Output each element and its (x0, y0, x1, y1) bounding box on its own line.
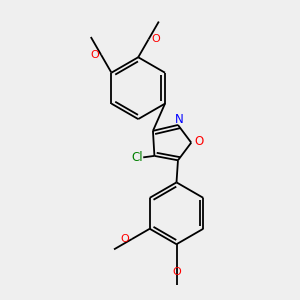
Text: O: O (121, 234, 130, 244)
Text: O: O (90, 50, 99, 60)
Text: O: O (172, 267, 181, 277)
Text: N: N (175, 113, 184, 126)
Text: Cl: Cl (131, 151, 142, 164)
Text: O: O (151, 34, 160, 44)
Text: O: O (194, 135, 203, 148)
